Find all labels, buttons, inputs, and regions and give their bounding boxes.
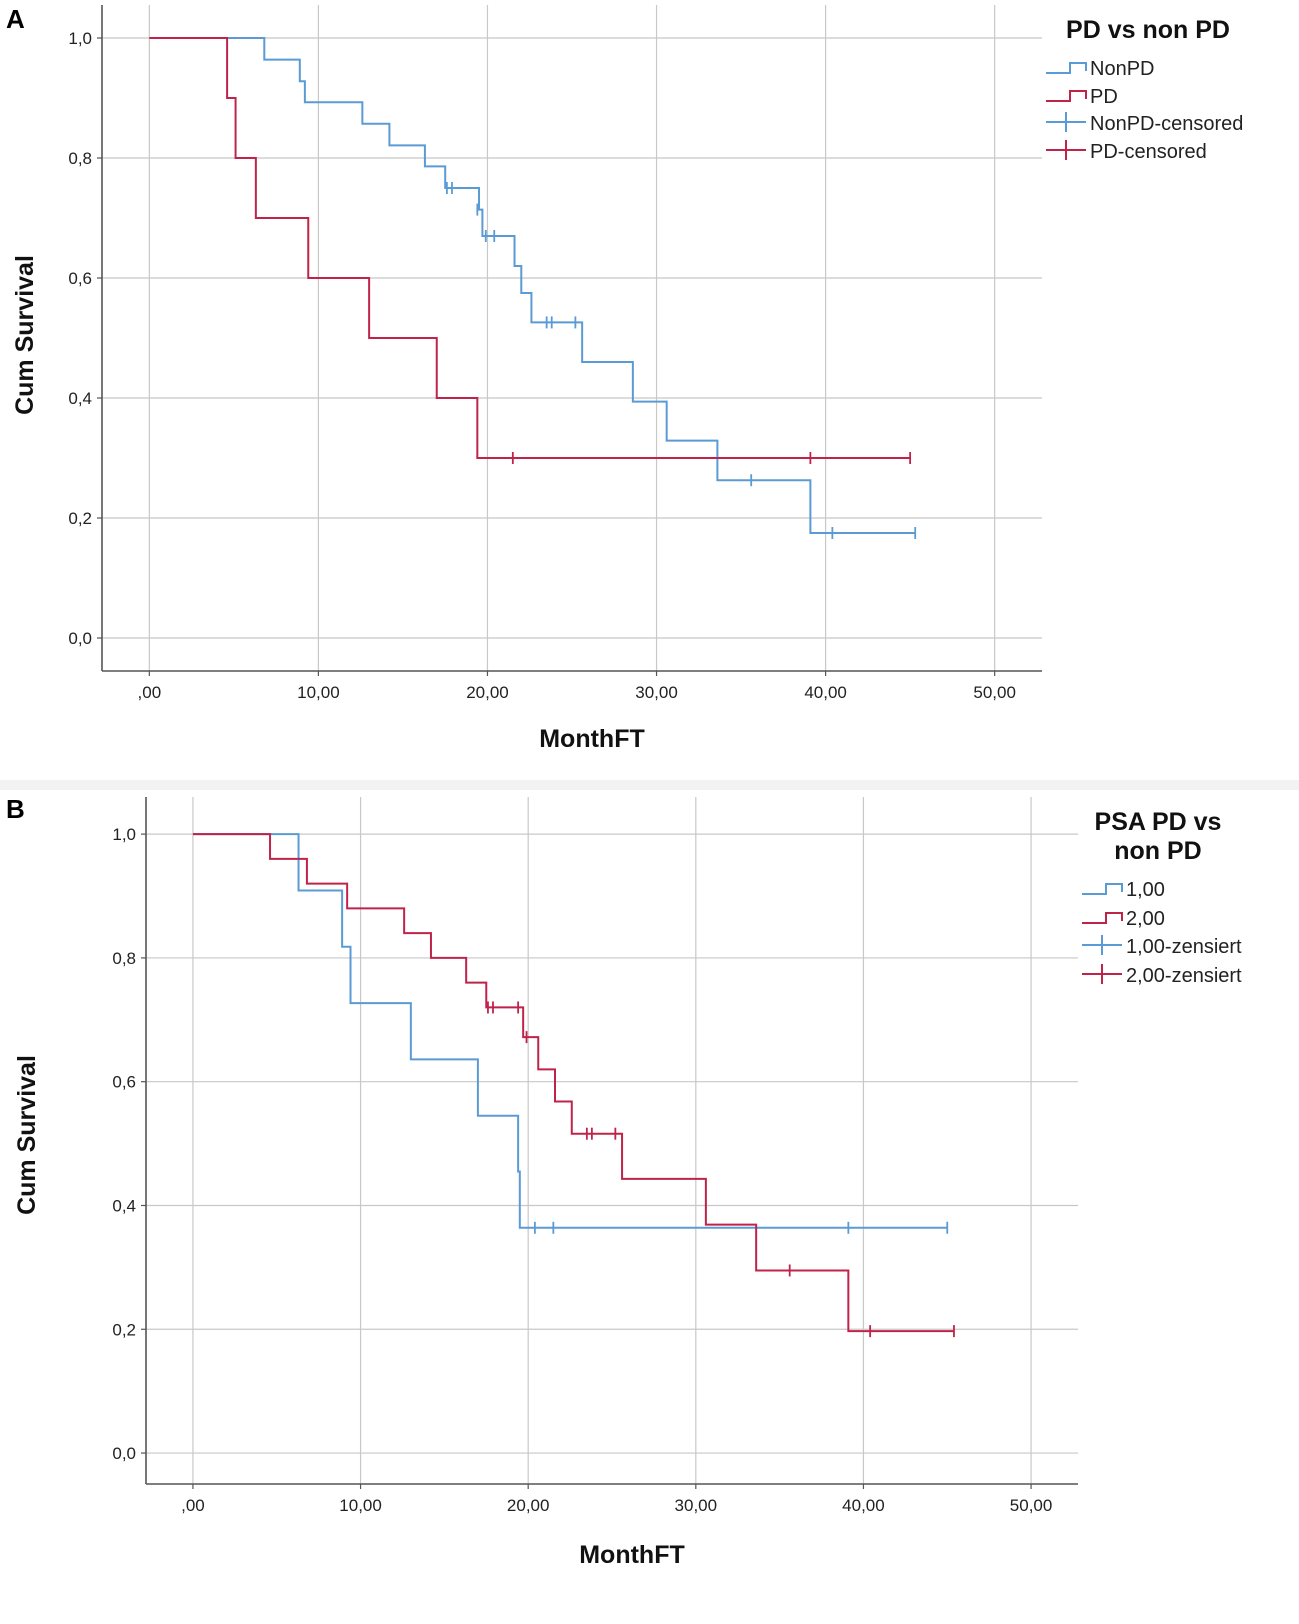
panel-label-a: A (6, 4, 25, 34)
y-tick-label-1: 0,2 (68, 509, 92, 528)
y-tick-label-1: 0,2 (112, 1320, 136, 1339)
y-tick-label-0: 0,0 (68, 629, 92, 648)
survival-curve-2 (149, 37, 911, 459)
survival-curve-1 (192, 833, 948, 1229)
legend-label-2: NonPD-censored (1090, 113, 1243, 135)
x-tick-label-0: ,00 (138, 683, 162, 702)
x-tick-label-0: ,00 (181, 1496, 205, 1515)
y-tick-label-5: 1,0 (68, 29, 92, 48)
x-tick-label-3: 30,00 (675, 1496, 718, 1515)
y-tick-label-2: 0,4 (68, 389, 92, 408)
legend-label-3: 2,00-zensiert (1126, 965, 1242, 987)
x-tick-label-4: 40,00 (804, 683, 847, 702)
panel-divider (0, 780, 1299, 790)
legend-swatch-1 (1046, 90, 1087, 102)
x-axis-title: MonthFT (539, 725, 645, 753)
x-tick-label-1: 10,00 (339, 1496, 382, 1515)
x-axis-title: MonthFT (579, 1541, 685, 1569)
y-tick-label-2: 0,4 (112, 1196, 136, 1215)
legend-title-line-1: non PD (1114, 837, 1202, 865)
legend-swatch-0 (1046, 62, 1087, 74)
y-tick-label-4: 0,8 (68, 149, 92, 168)
x-tick-label-5: 50,00 (973, 683, 1016, 702)
survival-curve-1 (149, 37, 916, 534)
survival-curve-2 (192, 833, 954, 1333)
legend-title-line-0: PD vs non PD (1066, 16, 1230, 44)
y-tick-label-3: 0,6 (68, 269, 92, 288)
x-tick-label-2: 20,00 (507, 1496, 550, 1515)
legend-swatch-1 (1082, 912, 1123, 924)
y-axis-title: Cum Survival (11, 255, 39, 415)
y-axis-title: Cum Survival (13, 1055, 41, 1215)
survival-chart-b: ,00 10,00 20,00 30,00 40,00 50,00 0,0 0,2 0,4 0,6… (13, 797, 1242, 1569)
x-tick-label-5: 50,00 (1010, 1496, 1053, 1515)
x-tick-label-4: 40,00 (842, 1496, 885, 1515)
legend-label-0: NonPD (1090, 58, 1154, 80)
y-tick-label-5: 1,0 (112, 825, 136, 844)
y-tick-label-3: 0,6 (112, 1073, 136, 1092)
legend-label-1: 2,00 (1126, 908, 1165, 930)
y-tick-label-0: 0,0 (112, 1444, 136, 1463)
survival-chart-a: ,00 10,00 20,00 30,00 40,00 50,00 0,0 0,2 0,4 0,6… (11, 5, 1243, 753)
panel-b: B ,00 10,00 20,00 30,00 40,00 50,00 0,0 0,2 0,4 0… (0, 790, 1299, 1624)
legend-label-3: PD-censored (1090, 141, 1207, 163)
legend-swatch-0 (1082, 883, 1123, 895)
legend-label-1: PD (1090, 86, 1118, 108)
legend-title-line-0: PSA PD vs (1095, 808, 1222, 836)
x-tick-label-3: 30,00 (635, 683, 678, 702)
x-tick-label-1: 10,00 (297, 683, 340, 702)
panel-label-b: B (6, 794, 25, 824)
x-tick-label-2: 20,00 (466, 683, 509, 702)
legend-label-0: 1,00 (1126, 879, 1165, 901)
y-tick-label-4: 0,8 (112, 949, 136, 968)
panel-a: A ,00 10,00 20,00 30,00 40,00 50,00 0,0 0,2 0,4 0… (0, 0, 1299, 780)
legend-label-2: 1,00-zensiert (1126, 936, 1242, 958)
